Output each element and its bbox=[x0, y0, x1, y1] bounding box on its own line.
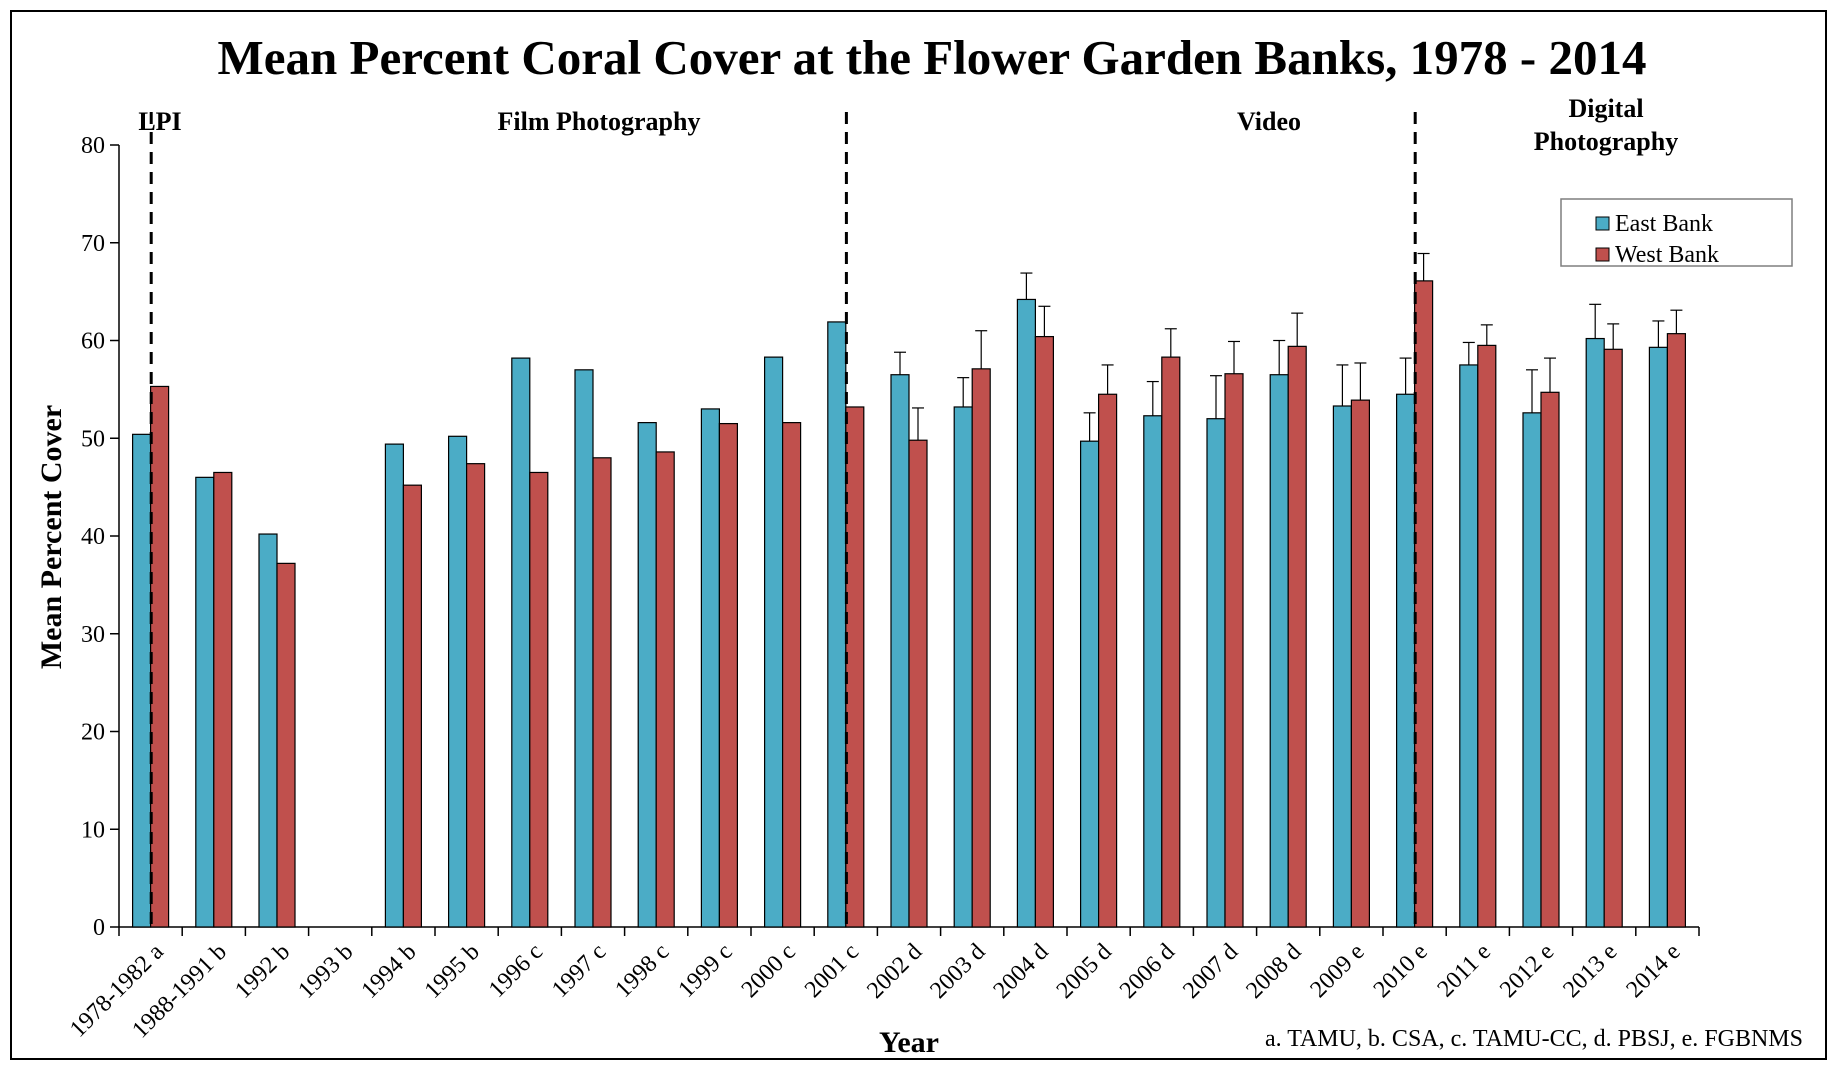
bar-east-bank-2006-d bbox=[1143, 415, 1163, 928]
chart-title: Mean Percent Coral Cover at the Flower G… bbox=[218, 30, 1647, 85]
x-tick-label-2006-d: 2006 d bbox=[1115, 939, 1180, 1004]
x-tick-label-2011-e: 2011 e bbox=[1433, 939, 1496, 1002]
bar-east-bank-2010-e bbox=[1395, 393, 1416, 928]
bar-west-bank-2014-e bbox=[1666, 333, 1687, 928]
method-section-label: Video bbox=[1237, 107, 1301, 136]
bar-west-bank-1995-b bbox=[466, 463, 486, 928]
method-section-label: LPI bbox=[138, 107, 181, 136]
x-tick-label-1999-c: 1999 c bbox=[674, 939, 738, 1003]
x-tick-label-2004-d: 2004 d bbox=[989, 939, 1054, 1004]
method-section-label: Digital bbox=[1568, 94, 1643, 123]
bar-west-bank-1992-b bbox=[276, 562, 296, 928]
x-tick-label-1997-c: 1997 c bbox=[547, 939, 611, 1003]
y-axis-title: Mean Percent Cover bbox=[35, 405, 68, 669]
bar-east-bank-1998-c bbox=[637, 422, 657, 928]
x-tick-label-2012-e: 2012 e bbox=[1495, 939, 1559, 1003]
bar-east-bank-2002-d bbox=[890, 374, 910, 928]
bar-west-bank-2011-e bbox=[1477, 344, 1497, 928]
y-tick-label: 30 bbox=[81, 622, 105, 648]
bar-east-bank-2011-e bbox=[1459, 364, 1479, 928]
x-tick-label-2009-e: 2009 e bbox=[1306, 939, 1370, 1003]
bar-east-bank-2003-d bbox=[953, 406, 973, 928]
chart-frame: Mean Percent Coral Cover at the Flower G… bbox=[10, 10, 1827, 1060]
coral-cover-chart: Mean Percent Coral Cover at the Flower G… bbox=[35, 30, 1803, 1059]
bar-east-bank-1996-c bbox=[511, 357, 531, 928]
bar-east-bank-1995-b bbox=[448, 435, 468, 928]
bar-west-bank-1999-c bbox=[718, 422, 739, 928]
x-tick-label-2007-d: 2007 d bbox=[1178, 939, 1243, 1004]
bar-east-bank-2000-c bbox=[763, 356, 784, 928]
bar-east-bank-2001-c bbox=[827, 321, 847, 928]
bar-west-bank-2012-e bbox=[1540, 391, 1560, 928]
bar-east-bank-1999-c bbox=[700, 408, 721, 928]
legend: East Bank West Bank bbox=[1560, 198, 1793, 268]
bar-west-bank-2010-e bbox=[1413, 280, 1434, 928]
method-section-label: Photography bbox=[1534, 127, 1678, 156]
bar-west-bank-1978-1982-a bbox=[150, 385, 170, 928]
bar-east-bank-1978-1982-a bbox=[131, 433, 152, 928]
y-tick-label: 70 bbox=[81, 231, 105, 257]
bar-east-bank-2004-d bbox=[1016, 298, 1037, 928]
bar-east-bank-2008-d bbox=[1269, 374, 1289, 928]
x-tick-label-1994-b: 1994 b bbox=[357, 939, 422, 1004]
bar-east-bank-2007-d bbox=[1206, 418, 1226, 928]
x-tick-label-2002-d: 2002 d bbox=[862, 939, 927, 1004]
x-tick-label-2008-d: 2008 d bbox=[1241, 939, 1306, 1004]
bar-west-bank-2007-d bbox=[1224, 373, 1244, 928]
bar-west-bank-2008-d bbox=[1287, 345, 1307, 928]
y-tick-label: 0 bbox=[93, 915, 105, 941]
bar-east-bank-1988-1991-b bbox=[195, 476, 215, 928]
bar-west-bank-2013-e bbox=[1603, 348, 1623, 928]
bar-east-bank-1994-b bbox=[384, 443, 404, 928]
x-tick-label-1992-b: 1992 b bbox=[230, 939, 295, 1004]
bar-east-bank-1992-b bbox=[258, 533, 278, 928]
x-tick-label-1996-c: 1996 c bbox=[484, 939, 548, 1003]
bar-west-bank-2003-d bbox=[971, 368, 991, 928]
bar-east-bank-2005-d bbox=[1079, 440, 1100, 928]
bar-east-bank-1997-c bbox=[574, 369, 594, 928]
bar-west-bank-2002-d bbox=[908, 439, 928, 928]
legend-swatch-east-bank bbox=[1595, 216, 1610, 231]
x-tick-label-2000-c: 2000 c bbox=[737, 939, 801, 1003]
bar-west-bank-2009-e bbox=[1350, 399, 1371, 928]
x-tick-label-2013-e: 2013 e bbox=[1558, 939, 1622, 1003]
x-tick-label-1995-b: 1995 b bbox=[420, 939, 485, 1004]
y-tick-label: 40 bbox=[81, 524, 105, 550]
x-tick-label-2014-e: 2014 e bbox=[1622, 939, 1686, 1003]
bar-west-bank-1998-c bbox=[655, 451, 675, 928]
legend-label-west-bank: West Bank bbox=[1615, 242, 1719, 268]
x-axis-title: Year bbox=[879, 1026, 939, 1059]
bar-west-bank-2000-c bbox=[781, 422, 802, 928]
bar-west-bank-1996-c bbox=[529, 471, 549, 928]
y-tick-label: 20 bbox=[81, 720, 105, 746]
x-tick-label-2003-d: 2003 d bbox=[925, 939, 990, 1004]
bar-west-bank-2006-d bbox=[1161, 356, 1181, 928]
x-tick-label-1993-b: 1993 b bbox=[293, 939, 358, 1004]
x-tick-label-2010-e: 2010 e bbox=[1369, 939, 1433, 1003]
x-tick-label-1998-c: 1998 c bbox=[610, 939, 674, 1003]
bar-west-bank-2001-c bbox=[845, 406, 865, 928]
x-tick-label-2005-d: 2005 d bbox=[1052, 939, 1117, 1004]
bar-west-bank-1994-b bbox=[402, 484, 422, 928]
bar-east-bank-2009-e bbox=[1332, 405, 1353, 928]
legend-label-east-bank: East Bank bbox=[1615, 211, 1713, 237]
bar-east-bank-2012-e bbox=[1522, 412, 1542, 928]
bar-west-bank-1988-1991-b bbox=[213, 471, 233, 928]
y-tick-label: 80 bbox=[81, 133, 105, 159]
y-tick-label: 60 bbox=[81, 329, 105, 355]
y-tick-label: 50 bbox=[81, 426, 105, 452]
source-note: a. TAMU, b. CSA, c. TAMU-CC, d. PBSJ, e.… bbox=[1265, 1026, 1803, 1052]
bar-west-bank-1997-c bbox=[592, 457, 612, 928]
x-tick-label-2001-c: 2001 c bbox=[800, 939, 864, 1003]
legend-swatch-west-bank bbox=[1595, 247, 1610, 262]
method-section-label: Film Photography bbox=[498, 107, 701, 136]
y-tick-label: 10 bbox=[81, 817, 105, 843]
bar-west-bank-2004-d bbox=[1034, 335, 1055, 928]
bar-west-bank-2005-d bbox=[1097, 393, 1118, 928]
bar-east-bank-2014-e bbox=[1648, 346, 1669, 928]
bar-east-bank-2013-e bbox=[1585, 337, 1605, 928]
